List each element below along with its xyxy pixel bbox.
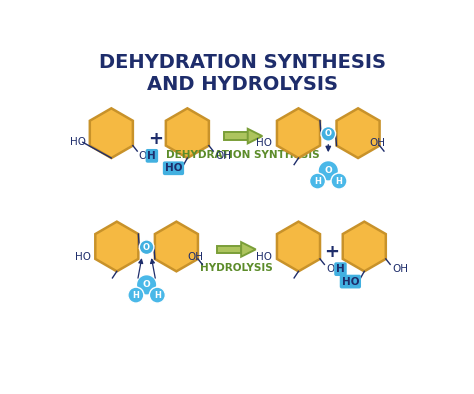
Text: O: O bbox=[324, 166, 332, 175]
Text: O: O bbox=[143, 243, 150, 252]
Text: HO: HO bbox=[165, 163, 182, 173]
Polygon shape bbox=[218, 245, 241, 253]
Text: HO: HO bbox=[75, 252, 91, 262]
Text: DEHYDRATION SYNTHESIS: DEHYDRATION SYNTHESIS bbox=[166, 150, 320, 160]
Text: O: O bbox=[143, 281, 150, 289]
Text: H: H bbox=[336, 264, 345, 274]
Polygon shape bbox=[95, 222, 138, 271]
Text: DEHYDRATION SYNTHESIS: DEHYDRATION SYNTHESIS bbox=[100, 53, 386, 72]
Polygon shape bbox=[166, 108, 209, 158]
Text: O: O bbox=[325, 129, 332, 138]
Text: O: O bbox=[326, 264, 334, 274]
Text: OH: OH bbox=[369, 138, 385, 149]
Polygon shape bbox=[248, 129, 262, 143]
Polygon shape bbox=[277, 222, 320, 271]
Circle shape bbox=[331, 173, 347, 189]
Circle shape bbox=[310, 173, 326, 189]
Circle shape bbox=[137, 275, 157, 295]
Text: H: H bbox=[336, 177, 342, 186]
Circle shape bbox=[128, 287, 144, 303]
Text: OH: OH bbox=[392, 264, 409, 274]
Circle shape bbox=[321, 126, 336, 141]
Text: H: H bbox=[132, 291, 139, 299]
Text: AND HYDROLYSIS: AND HYDROLYSIS bbox=[147, 75, 338, 94]
Circle shape bbox=[149, 287, 165, 303]
Text: +: + bbox=[148, 130, 164, 148]
Text: HO: HO bbox=[71, 138, 86, 147]
Text: HYDROLYSIS: HYDROLYSIS bbox=[201, 264, 273, 273]
Polygon shape bbox=[224, 132, 248, 140]
Text: +: + bbox=[324, 243, 339, 261]
Text: HO: HO bbox=[342, 277, 359, 286]
Text: H: H bbox=[154, 291, 161, 299]
Circle shape bbox=[139, 240, 154, 255]
Polygon shape bbox=[241, 242, 255, 257]
Text: HO: HO bbox=[256, 138, 273, 149]
Text: H: H bbox=[147, 151, 156, 161]
Circle shape bbox=[318, 161, 338, 181]
Text: O: O bbox=[138, 151, 146, 161]
Text: OH: OH bbox=[188, 252, 204, 262]
Polygon shape bbox=[90, 108, 133, 158]
Polygon shape bbox=[277, 108, 320, 158]
Text: HO: HO bbox=[256, 252, 273, 262]
Text: OH: OH bbox=[216, 151, 231, 161]
Polygon shape bbox=[343, 222, 386, 271]
Polygon shape bbox=[337, 108, 380, 158]
Text: H: H bbox=[314, 177, 321, 186]
Polygon shape bbox=[155, 222, 198, 271]
